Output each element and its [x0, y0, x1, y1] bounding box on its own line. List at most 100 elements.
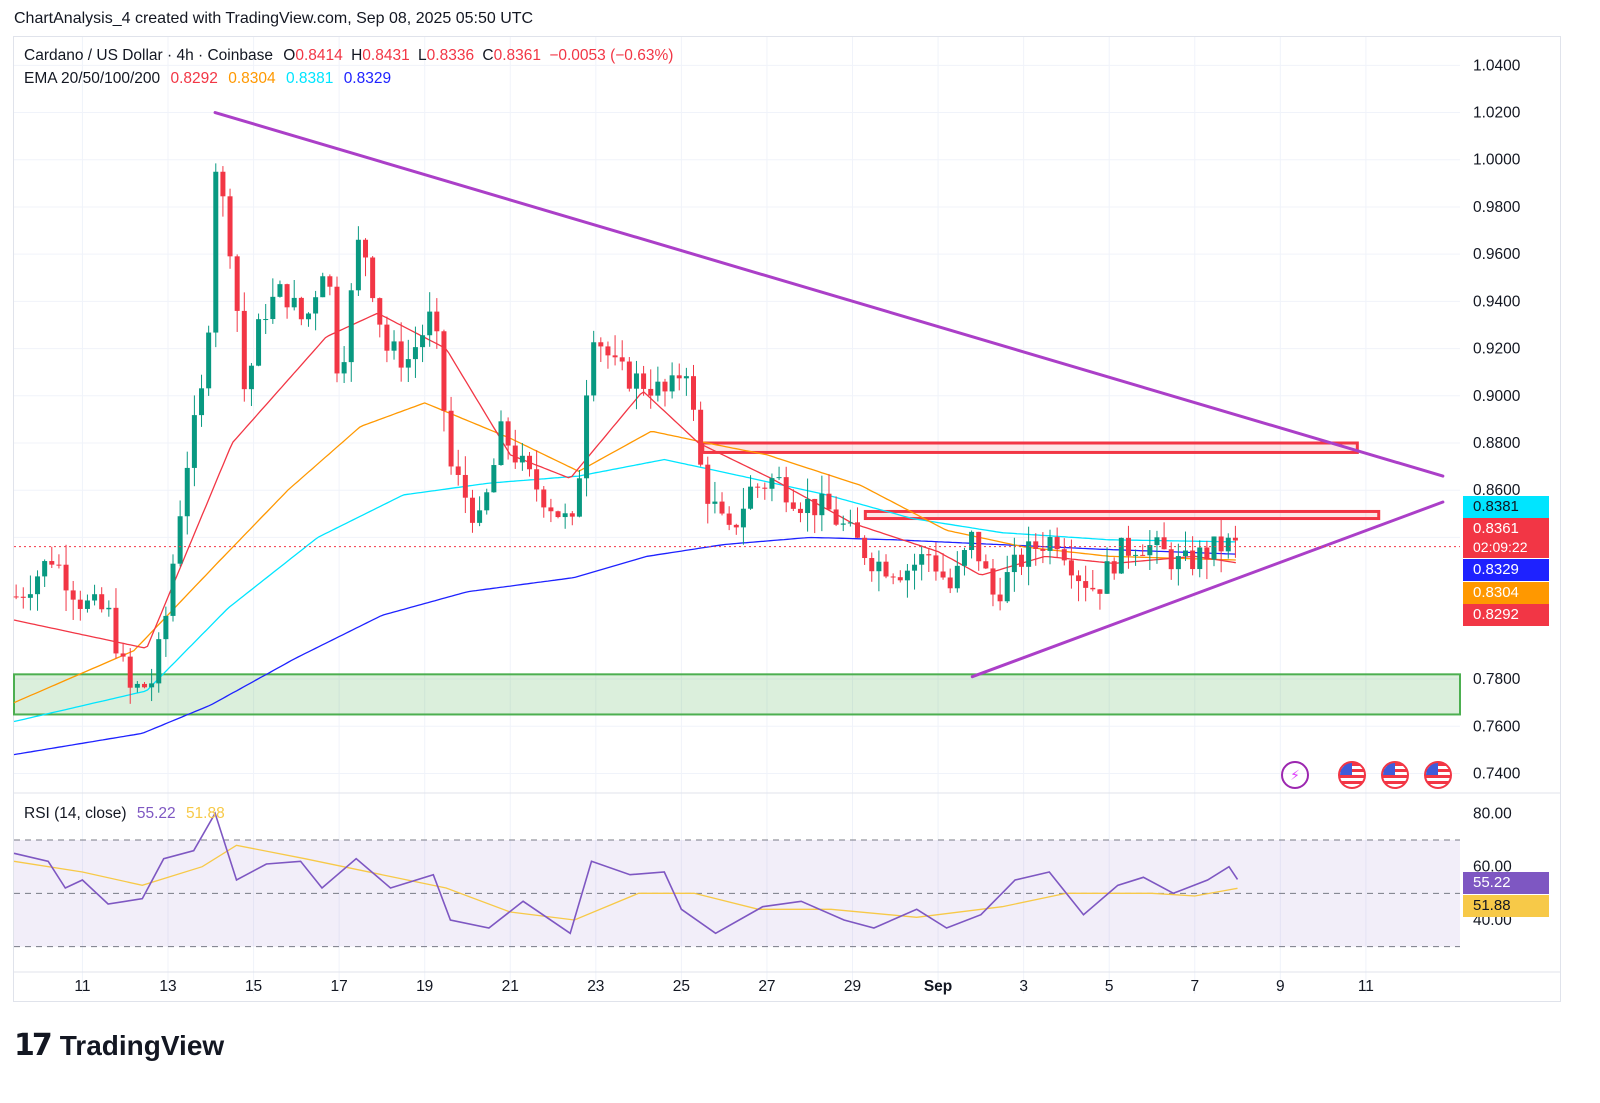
price-axis-label: 1.0400	[1473, 57, 1521, 74]
candle	[163, 606, 169, 657]
candle	[855, 507, 860, 539]
candle-body	[113, 607, 119, 654]
candle	[1018, 548, 1024, 576]
candle-body	[598, 342, 604, 347]
candle-body	[733, 524, 739, 528]
candle	[491, 458, 497, 493]
candle	[434, 298, 440, 349]
candle	[1161, 522, 1167, 550]
candle-body	[1083, 581, 1089, 588]
candle	[42, 559, 48, 587]
candle-body	[833, 509, 839, 525]
candle-body	[698, 409, 704, 465]
candle-body	[862, 537, 868, 559]
resistance-zone-lower	[863, 509, 1381, 521]
candle	[1225, 533, 1231, 559]
candle-body	[912, 564, 918, 571]
ema-legend[interactable]: EMA 20/50/100/200 0.8292 0.8304 0.8381 0…	[24, 70, 397, 88]
candle	[1083, 565, 1089, 602]
candle	[384, 316, 390, 363]
candle	[1111, 557, 1117, 580]
candle-body	[648, 388, 654, 396]
candle	[227, 188, 233, 269]
candle-body	[1147, 545, 1153, 556]
candle	[705, 456, 711, 524]
time-axis-label: 21	[502, 978, 519, 995]
candle	[56, 554, 62, 569]
candle-body	[933, 555, 939, 572]
price-axis-label: 0.7600	[1473, 718, 1521, 735]
candle	[1147, 530, 1153, 570]
candle-body	[1175, 556, 1181, 570]
candle-body	[469, 497, 475, 523]
candle	[591, 330, 597, 402]
candle-body	[619, 357, 625, 362]
candle-body	[284, 284, 290, 308]
candle	[876, 550, 882, 592]
candle	[1040, 532, 1046, 564]
candle	[1090, 570, 1096, 592]
candle-body	[477, 510, 483, 523]
candle	[427, 292, 433, 347]
candle	[141, 682, 147, 689]
candle-body	[555, 511, 561, 518]
candle-body	[740, 508, 746, 528]
candle	[669, 362, 675, 399]
rsi-ma-line	[13, 844, 1238, 921]
candle-body	[277, 284, 283, 297]
candle-body	[1076, 575, 1082, 582]
candle	[961, 547, 967, 576]
candle	[320, 272, 326, 298]
price-axis-label: 0.7400	[1473, 765, 1521, 782]
candle	[484, 488, 490, 515]
rsi-ma-legend-value: 51.88	[185, 805, 225, 822]
ema200-line	[13, 536, 1236, 756]
ema20-price-tag: 0.8292	[1463, 604, 1549, 626]
candle	[505, 417, 511, 460]
us-flag-icon[interactable]	[1381, 761, 1409, 789]
candle	[1168, 542, 1174, 580]
tradingview-logo[interactable]: 17 TradingView	[14, 1028, 224, 1063]
rsi-legend-label: RSI (14, close)	[24, 805, 127, 822]
candle	[170, 554, 176, 622]
candle	[641, 365, 647, 396]
time-axis-label: 11	[74, 978, 90, 995]
time-axis-label: 25	[673, 978, 690, 995]
us-flag-icon[interactable]	[1424, 761, 1452, 789]
candle-body	[35, 576, 41, 595]
candle-body	[20, 596, 26, 598]
us-flag-icon[interactable]	[1338, 761, 1366, 789]
candle	[277, 280, 283, 298]
candle	[455, 449, 461, 486]
candle-body	[969, 531, 975, 551]
candle-body	[13, 596, 19, 598]
candlesticks	[13, 163, 1238, 704]
candle	[149, 668, 155, 702]
candle	[555, 510, 561, 519]
candle	[926, 548, 932, 573]
candle-body	[320, 276, 326, 298]
symbol-legend[interactable]: Cardano / US Dollar · 4h · Coinbase O0.8…	[24, 47, 679, 65]
candle	[797, 502, 803, 523]
candle-body	[391, 341, 397, 351]
ohlc-low-label: L	[418, 47, 427, 64]
candle	[391, 330, 397, 360]
candle	[1197, 540, 1203, 578]
candle	[826, 474, 832, 510]
lightning-event-icon[interactable]: ⚡	[1281, 761, 1309, 789]
candle-body	[783, 477, 789, 503]
candle-body	[676, 375, 682, 379]
candle	[334, 276, 340, 383]
candle-body	[56, 564, 62, 566]
rsi-legend[interactable]: RSI (14, close) 55.22 51.88	[24, 805, 231, 823]
candle-body	[1140, 554, 1146, 556]
candle	[598, 337, 604, 362]
price-axis-label: 0.9200	[1473, 341, 1521, 358]
candle	[619, 340, 625, 371]
ema50-value: 0.8304	[228, 70, 276, 87]
candle	[363, 238, 369, 277]
candle-body	[633, 373, 639, 389]
candle	[1118, 537, 1124, 574]
candle-body	[1011, 554, 1017, 573]
